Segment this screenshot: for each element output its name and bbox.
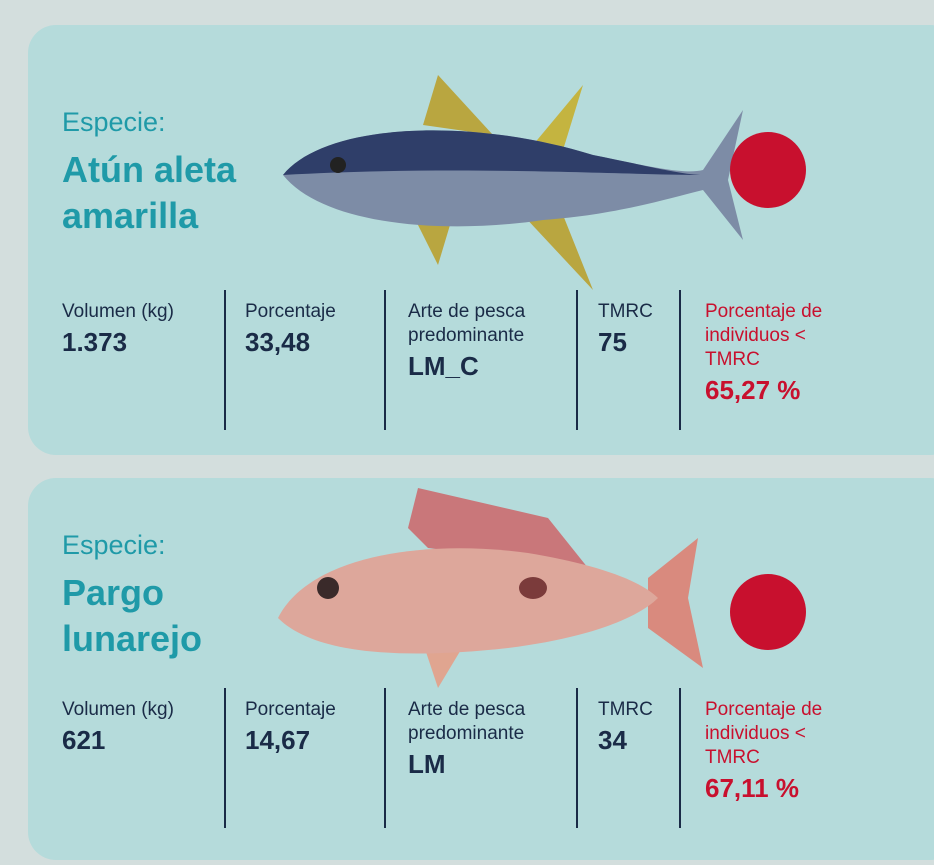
stat-label: TMRC xyxy=(598,300,678,324)
stat-label: Arte de pesca predominante xyxy=(408,698,568,746)
stat-label: Arte de pesca predominante xyxy=(408,300,568,348)
stat-value: 33,48 xyxy=(245,330,375,354)
divider xyxy=(679,290,681,430)
fish-illustration xyxy=(263,65,743,305)
species-name: Pargo lunarejo xyxy=(62,570,252,662)
species-label: Especie: xyxy=(62,107,166,138)
stat-value: 14,67 xyxy=(245,728,375,752)
page: Especie: Atún aleta amarilla Volumen (kg… xyxy=(0,0,934,865)
stat-value: LM_C xyxy=(408,354,568,378)
stat-value: 75 xyxy=(598,330,678,354)
fish-illustration xyxy=(268,478,718,698)
status-dot xyxy=(730,132,806,208)
divider xyxy=(384,688,386,828)
divider xyxy=(224,688,226,828)
stat-value: 34 xyxy=(598,728,678,752)
species-card: Especie: Pargo lunarejo Volumen (kg)621 … xyxy=(28,478,934,860)
stat: Porcentaje de individuos < TMRC 65,27 % xyxy=(705,300,845,402)
stat-value: 621 xyxy=(62,728,222,752)
status-dot xyxy=(730,574,806,650)
stat-value: 65,27 % xyxy=(705,378,845,402)
stat: Porcentaje de individuos < TMRC 67,11 % xyxy=(705,698,845,800)
divider xyxy=(224,290,226,430)
species-label: Especie: xyxy=(62,530,166,561)
stat: Volumen (kg) 1.373 xyxy=(62,300,222,354)
stat: Porcentaje 14,67 xyxy=(245,698,375,752)
stat: Volumen (kg) 621 xyxy=(62,698,222,752)
divider xyxy=(576,688,578,828)
stat-value: LM xyxy=(408,752,568,776)
stat-label: TMRC xyxy=(598,698,678,722)
species-name: Atún aleta amarilla xyxy=(62,147,252,239)
divider xyxy=(576,290,578,430)
stat-value: 1.373 xyxy=(62,330,222,354)
stat-label: Volumen (kg) xyxy=(62,300,222,324)
stat: Arte de pesca predominante LM_C xyxy=(408,300,568,378)
stat-label: Porcentaje de individuos < TMRC xyxy=(705,300,845,372)
stat-label: Volumen (kg) xyxy=(62,698,222,722)
stat-label: Porcentaje de individuos < TMRC xyxy=(705,698,845,770)
stat: Arte de pesca predominante LM xyxy=(408,698,568,776)
species-card: Especie: Atún aleta amarilla Volumen (kg… xyxy=(28,25,934,455)
stat: Porcentaje 33,48 xyxy=(245,300,375,354)
stat-label: Porcentaje xyxy=(245,300,375,324)
stat-value: 67,11 % xyxy=(705,776,845,800)
divider xyxy=(384,290,386,430)
stat-label: Porcentaje xyxy=(245,698,375,722)
stat: TMRC 34 xyxy=(598,698,678,752)
divider xyxy=(679,688,681,828)
stat: TMRC 75 xyxy=(598,300,678,354)
